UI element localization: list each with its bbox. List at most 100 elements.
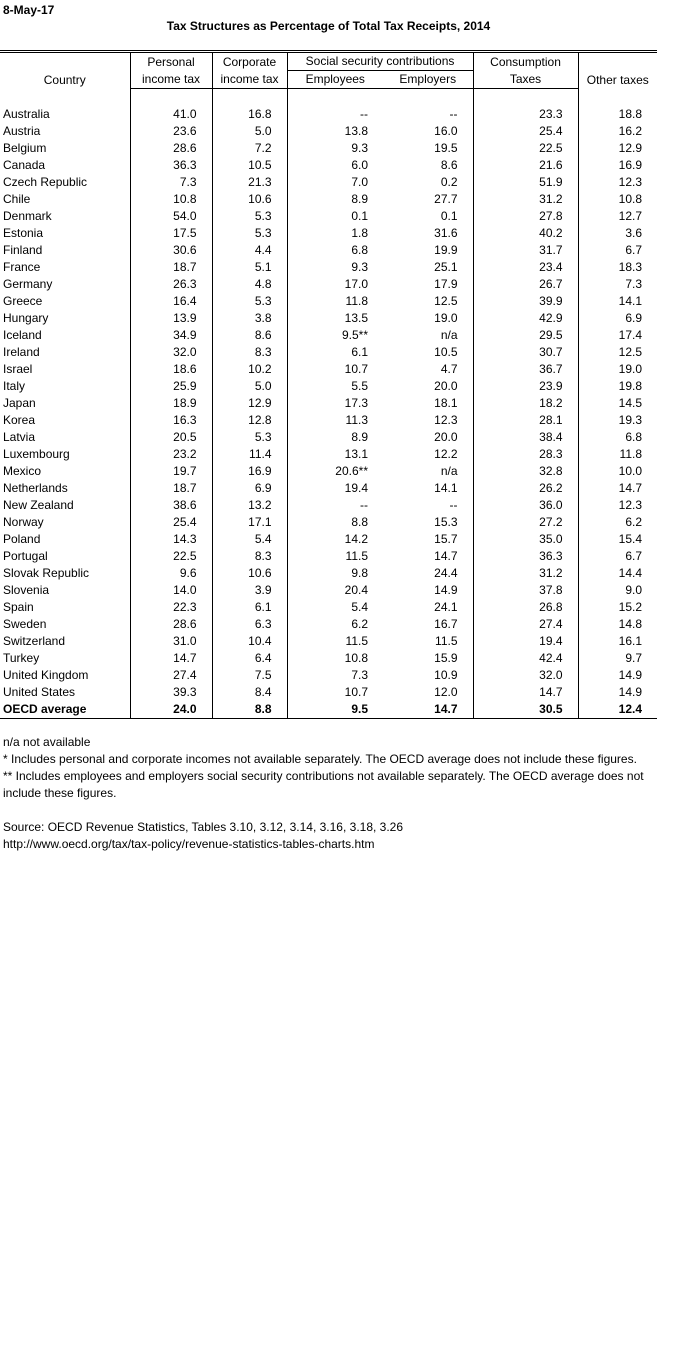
value-cell: 10.8 [618, 192, 643, 206]
value-cell: 6.8 [625, 430, 643, 444]
table-row: Chile 10.8 10.6 8.9 27.7 31.2 10.8 [0, 191, 657, 208]
table-row: Denmark 54.0 5.3 0.1 0.1 27.8 12.7 [0, 208, 657, 225]
table-row: Norway 25.4 17.1 8.8 15.3 27.2 6.2 [0, 514, 657, 531]
table-row: Latvia 20.5 5.3 8.9 20.0 38.4 6.8 [0, 429, 657, 446]
value-cell: 20.0 [383, 378, 474, 395]
value-cell: 10.6 [212, 191, 288, 208]
value-cell: 16.4 [130, 293, 213, 310]
value-cell: 14.3 [130, 531, 213, 548]
value-cell: 26.7 [473, 276, 579, 293]
country-cell: Latvia [0, 429, 131, 446]
value-cell: 28.6 [130, 616, 213, 633]
value-cell: 12.4 [578, 701, 658, 719]
value-cell: 18.8 [618, 107, 643, 121]
table-row: Luxembourg 23.2 11.4 13.1 12.2 28.3 11.8 [0, 446, 657, 463]
value-cell: 7.3 [351, 668, 368, 682]
value-cell: 10.2 [212, 361, 288, 378]
value-cell: 15.3 [383, 514, 474, 531]
header-corporate: Corporate [212, 51, 288, 71]
country-cell: Korea [0, 412, 131, 429]
value-cell: 18.3 [618, 260, 643, 274]
value-cell: 32.0 [473, 667, 579, 684]
value-cell: 13.5 [344, 311, 368, 325]
value-cell: 16.7 [383, 616, 474, 633]
value-cell: 14.7 [130, 650, 213, 667]
value-cell: 21.3 [212, 174, 288, 191]
value-cell: 16.3 [130, 412, 213, 429]
value-cell: 16.8 [212, 106, 288, 123]
value-cell: 7.0 [351, 175, 368, 189]
value-cell: 3.6 [625, 226, 643, 240]
note: ** Includes employees and employers soci… [3, 769, 644, 800]
value-cell: 5.0 [212, 378, 288, 395]
value-cell: 12.0 [383, 684, 474, 701]
value-cell: 36.3 [473, 548, 579, 565]
value-cell: 7.3 [130, 174, 213, 191]
value-cell: 12.9 [212, 395, 288, 412]
value-cell: 18.2 [473, 395, 579, 412]
value-cell: 12.5 [618, 345, 643, 359]
table-row: Mexico 19.7 16.9 20.6** n/a 32.8 10.0 [0, 463, 657, 480]
table-row: Portugal 22.5 8.3 11.5 14.7 36.3 6.7 [0, 548, 657, 565]
value-cell: 41.0 [130, 106, 213, 123]
value-cell: 37.8 [473, 582, 579, 599]
value-cell: 14.1 [618, 294, 643, 308]
value-cell: 7.2 [212, 140, 288, 157]
value-cell: 14.5 [618, 396, 643, 410]
note: * Includes personal and corporate income… [3, 752, 637, 766]
value-cell: -- [383, 497, 474, 514]
value-cell: 4.8 [212, 276, 288, 293]
value-cell: 11.5 [383, 633, 474, 650]
value-cell: 12.9 [618, 141, 643, 155]
table-row: Finland 30.6 4.4 6.8 19.9 31.7 6.7 [0, 242, 657, 259]
value-cell: 42.4 [473, 650, 579, 667]
value-cell: 5.3 [212, 208, 288, 225]
country-cell: Australia [0, 106, 131, 123]
country-cell: United States [0, 684, 131, 701]
value-cell: 19.5 [383, 140, 474, 157]
table-row: Switzerland 31.0 10.4 11.5 11.5 19.4 16.1 [0, 633, 657, 650]
value-cell: 39.3 [130, 684, 213, 701]
value-cell: 14.2 [344, 532, 368, 546]
value-cell: 5.1 [212, 259, 288, 276]
value-cell: 24.1 [383, 599, 474, 616]
country-cell: Poland [0, 531, 131, 548]
value-cell: 27.7 [383, 191, 474, 208]
value-cell: 10.6 [212, 565, 288, 582]
value-cell: 30.7 [473, 344, 579, 361]
header-personal: income tax [130, 70, 213, 89]
value-cell: 27.8 [473, 208, 579, 225]
value-cell: 10.5 [383, 344, 474, 361]
country-cell: Switzerland [0, 633, 131, 650]
table-row: Germany 26.3 4.8 17.0 17.9 26.7 7.3 [0, 276, 657, 293]
value-cell: 28.1 [473, 412, 579, 429]
value-cell: 17.0 [344, 277, 368, 291]
value-cell: 19.3 [618, 413, 643, 427]
value-cell: 14.7 [618, 481, 643, 495]
country-cell: Chile [0, 191, 131, 208]
value-cell: 9.6 [130, 565, 213, 582]
value-cell: 8.6 [383, 157, 474, 174]
country-cell: Denmark [0, 208, 131, 225]
value-cell: 32.8 [473, 463, 579, 480]
spacer-row [0, 88, 657, 106]
value-cell: 14.9 [383, 582, 474, 599]
value-cell: 5.3 [212, 225, 288, 242]
value-cell: 10.7 [344, 362, 368, 376]
value-cell: 11.3 [345, 413, 368, 427]
value-cell: 8.3 [212, 548, 288, 565]
table-row: Hungary 13.9 3.8 13.5 19.0 42.9 6.9 [0, 310, 657, 327]
value-cell: 15.7 [383, 531, 474, 548]
value-cell: 30.5 [473, 701, 579, 719]
country-cell: Netherlands [0, 480, 131, 497]
value-cell: 35.0 [473, 531, 579, 548]
notes: n/a not available * Includes personal and… [3, 734, 648, 853]
country-cell: Estonia [0, 225, 131, 242]
value-cell: 7.5 [212, 667, 288, 684]
value-cell: 10.7 [344, 685, 368, 699]
value-cell: 6.0 [351, 158, 368, 172]
table-row: Slovak Republic 9.6 10.6 9.8 24.4 31.2 14.4 [0, 565, 657, 582]
value-cell: 10.4 [212, 633, 288, 650]
value-cell: 18.7 [130, 480, 213, 497]
value-cell: 19.9 [383, 242, 474, 259]
